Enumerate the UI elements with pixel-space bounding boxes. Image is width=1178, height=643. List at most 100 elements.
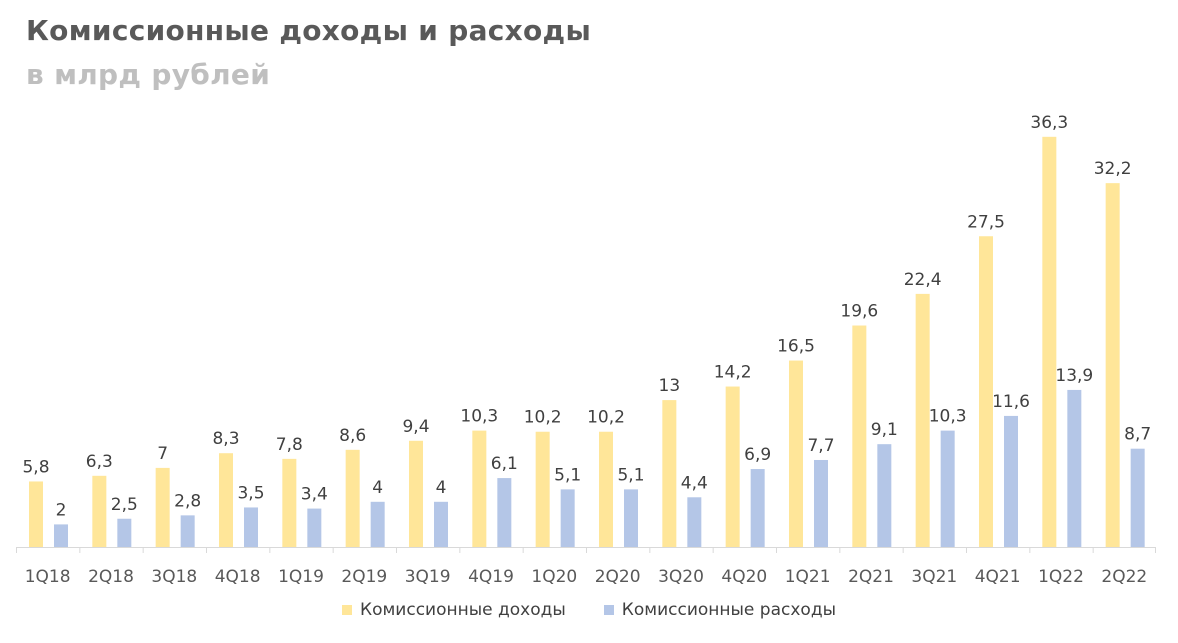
bar-income (92, 475, 107, 547)
bar-income (29, 481, 43, 547)
x-tick-label: 1Q22 (1038, 567, 1084, 587)
x-tick-label: 1Q20 (531, 567, 577, 587)
data-label-expense: 4,4 (681, 473, 708, 493)
data-label-expense: 2,8 (174, 491, 201, 511)
bar-income (472, 430, 487, 547)
data-label-income: 10,3 (460, 407, 498, 427)
x-tick-label: 3Q18 (151, 567, 197, 587)
legend: Комиссионные доходы Комиссионные расходы (0, 600, 1178, 620)
bar-income (789, 360, 803, 547)
data-label-expense: 8,7 (1124, 425, 1151, 445)
bar-expense (750, 469, 765, 547)
x-tick-label: 3Q21 (911, 567, 957, 587)
data-label-expense: 5,1 (617, 465, 644, 485)
data-label-expense: 11,6 (992, 392, 1030, 412)
x-tick-label: 4Q20 (721, 567, 767, 587)
bar-expense (940, 430, 955, 547)
data-label-income: 13 (659, 376, 681, 396)
data-label-expense: 6,1 (491, 454, 518, 474)
bar-chart: 5,8 2 1Q18 6,3 2,5 2Q18 7 2,8 3Q18 8,3 3,5 4Q18 7,8 3… (16, 113, 1156, 587)
bar-expense (244, 507, 258, 547)
bar-income (535, 431, 550, 547)
x-tick-label: 1Q21 (785, 567, 831, 587)
data-label-income: 36,3 (1030, 113, 1068, 133)
x-tick-label: 4Q19 (468, 567, 514, 587)
data-label-expense: 3,5 (237, 483, 264, 503)
x-tick-label: 2Q20 (595, 567, 641, 587)
data-label-income: 5,8 (22, 457, 49, 477)
bar-income (1042, 136, 1057, 547)
legend-swatch-expense (603, 605, 614, 615)
chart-title: Комиссионные доходы и расходы (26, 14, 592, 47)
data-label-income: 7,8 (276, 435, 303, 455)
bar-expense (180, 515, 195, 547)
bar-expense (1004, 415, 1018, 547)
bar-income (979, 236, 993, 547)
legend-item-income: Комиссионные доходы (342, 600, 566, 620)
data-label-income: 9,4 (402, 417, 429, 437)
bar-expense (1067, 389, 1082, 547)
bar-income (915, 293, 930, 547)
data-label-income: 10,2 (587, 408, 625, 428)
data-label-income: 8,6 (339, 426, 366, 446)
x-tick-label: 2Q22 (1101, 567, 1147, 587)
data-label-income: 10,2 (524, 408, 562, 428)
bar-income (662, 400, 677, 547)
legend-item-expense: Комиссионные расходы (603, 600, 836, 620)
x-tick-label: 4Q18 (215, 567, 261, 587)
bar-expense (370, 501, 385, 547)
data-label-income: 8,3 (212, 429, 239, 449)
data-label-expense: 9,1 (871, 420, 898, 440)
bar-income (725, 386, 740, 547)
bar-income (282, 458, 297, 547)
data-label-expense: 2,5 (111, 495, 138, 515)
bar-expense (624, 489, 638, 547)
bar-expense (117, 518, 132, 547)
data-label-income: 7 (157, 444, 168, 464)
x-tick-label: 1Q18 (25, 567, 71, 587)
bar-income (599, 431, 613, 547)
data-label-expense: 4 (436, 478, 447, 498)
data-label-expense: 2 (56, 500, 67, 520)
bar-expense (877, 444, 892, 547)
x-tick-label: 3Q20 (658, 567, 704, 587)
data-label-income: 19,6 (840, 302, 878, 322)
data-label-income: 32,2 (1094, 159, 1132, 179)
data-label-expense: 10,3 (929, 407, 967, 427)
x-tick-label: 4Q21 (975, 567, 1021, 587)
legend-label-expense: Комиссионные расходы (621, 600, 836, 620)
x-tick-label: 3Q19 (405, 567, 451, 587)
data-label-expense: 7,7 (807, 436, 834, 456)
legend-label-income: Комиссионные доходы (360, 600, 566, 620)
bar-expense (560, 489, 575, 547)
legend-swatch-income (342, 605, 352, 615)
data-label-expense: 6,9 (744, 445, 771, 465)
data-label-expense: 4 (372, 478, 383, 498)
data-label-expense: 3,4 (301, 485, 328, 505)
bar-expense (687, 497, 702, 547)
bar-income (1105, 183, 1120, 547)
data-label-income: 6,3 (86, 452, 113, 472)
x-tick-label: 2Q18 (88, 567, 134, 587)
bar-expense (434, 501, 448, 547)
bar-income (219, 453, 233, 547)
bar-income (155, 467, 170, 547)
data-label-income: 14,2 (714, 363, 752, 383)
bar-expense (1130, 448, 1145, 547)
bar-expense (307, 508, 322, 547)
bar-income (409, 440, 423, 547)
x-tick-label: 1Q19 (278, 567, 324, 587)
chart-subtitle: в млрд рублей (26, 58, 271, 91)
data-label-expense: 5,1 (554, 465, 581, 485)
data-label-income: 16,5 (777, 337, 815, 357)
data-label-income: 27,5 (967, 212, 1005, 232)
bar-income (345, 449, 360, 547)
bar-expense (54, 524, 68, 547)
bar-expense (814, 459, 828, 547)
x-tick-label: 2Q19 (341, 567, 387, 587)
x-tick-label: 2Q21 (848, 567, 894, 587)
bar-income (852, 325, 867, 547)
bar-expense (497, 478, 512, 547)
data-label-income: 22,4 (904, 270, 942, 290)
data-label-expense: 13,9 (1055, 366, 1093, 386)
